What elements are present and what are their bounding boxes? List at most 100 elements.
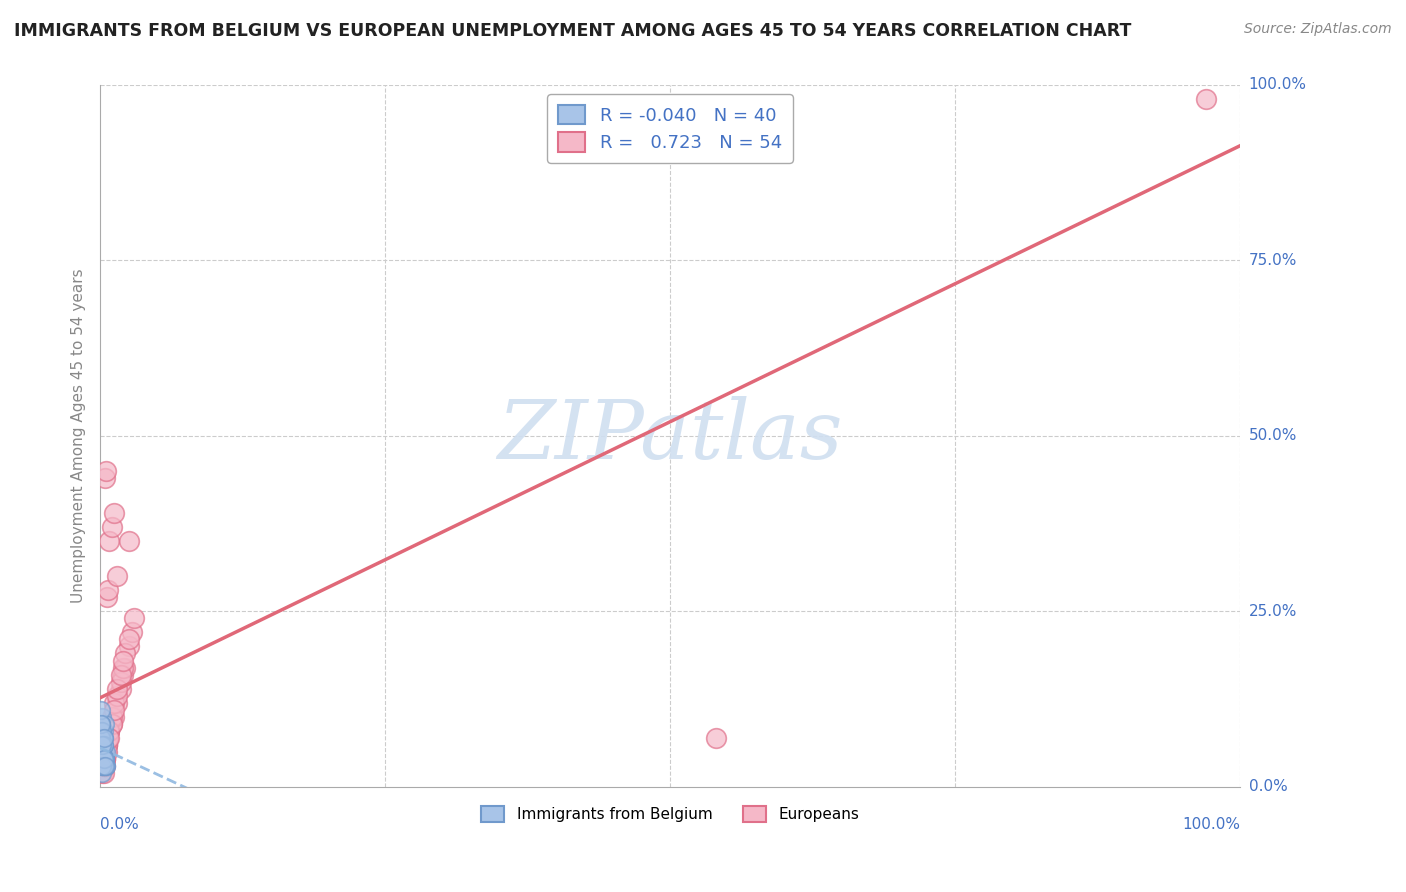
Point xyxy=(93,752,115,766)
Point xyxy=(93,752,115,766)
Point xyxy=(100,716,122,731)
Point xyxy=(103,696,125,710)
Point xyxy=(93,759,115,773)
Point xyxy=(91,723,114,738)
Point xyxy=(91,738,114,752)
Point xyxy=(90,716,112,731)
Point xyxy=(93,738,115,752)
Point xyxy=(98,534,121,549)
Text: 25.0%: 25.0% xyxy=(1249,604,1296,619)
Point xyxy=(94,759,117,773)
Point xyxy=(90,738,112,752)
Point xyxy=(93,752,115,766)
Point xyxy=(94,745,117,759)
Text: ZIPatlas: ZIPatlas xyxy=(498,396,844,476)
Point xyxy=(93,752,115,766)
Point xyxy=(96,738,118,752)
Point xyxy=(100,520,122,534)
Point xyxy=(121,625,143,640)
Y-axis label: Unemployment Among Ages 45 to 54 years: Unemployment Among Ages 45 to 54 years xyxy=(72,268,86,603)
Point xyxy=(98,723,121,738)
Point xyxy=(93,759,115,773)
Point xyxy=(93,759,115,773)
Point xyxy=(93,745,115,759)
Point xyxy=(117,632,139,647)
Point xyxy=(111,653,134,667)
Point xyxy=(91,745,114,759)
Point xyxy=(111,667,134,681)
Point xyxy=(96,591,118,605)
Point xyxy=(93,738,115,752)
Point xyxy=(90,759,112,773)
Point xyxy=(93,723,115,738)
Point xyxy=(103,709,125,723)
Point xyxy=(94,745,117,759)
Point xyxy=(110,674,132,689)
Point xyxy=(98,723,121,738)
Point xyxy=(114,647,136,661)
Point xyxy=(93,471,115,485)
Point xyxy=(93,752,115,766)
Text: 75.0%: 75.0% xyxy=(1249,253,1296,268)
Point xyxy=(90,731,112,745)
Point xyxy=(90,745,112,759)
Point xyxy=(91,765,114,780)
Point xyxy=(93,752,115,766)
Point xyxy=(93,731,115,745)
Point xyxy=(90,752,112,766)
Point xyxy=(110,681,132,696)
Point xyxy=(93,731,115,745)
Point xyxy=(93,759,115,773)
Point xyxy=(105,569,128,583)
Point xyxy=(111,660,134,674)
Point xyxy=(91,745,114,759)
Point xyxy=(1195,92,1218,106)
Point xyxy=(90,723,112,738)
Point xyxy=(90,716,112,731)
Point xyxy=(105,696,128,710)
Point xyxy=(97,731,120,745)
Point xyxy=(91,759,114,773)
Point xyxy=(93,759,115,773)
Point xyxy=(124,611,146,625)
Point xyxy=(93,759,115,773)
Point xyxy=(93,752,115,766)
Point xyxy=(91,759,114,773)
Text: 50.0%: 50.0% xyxy=(1249,428,1296,443)
Text: Source: ZipAtlas.com: Source: ZipAtlas.com xyxy=(1244,22,1392,37)
Point xyxy=(91,731,114,745)
Point xyxy=(100,716,122,731)
Point xyxy=(117,640,139,654)
Point xyxy=(97,583,120,598)
Text: IMMIGRANTS FROM BELGIUM VS EUROPEAN UNEMPLOYMENT AMONG AGES 45 TO 54 YEARS CORRE: IMMIGRANTS FROM BELGIUM VS EUROPEAN UNEM… xyxy=(14,22,1132,40)
Text: 0.0%: 0.0% xyxy=(100,817,139,832)
Point xyxy=(91,709,114,723)
Point xyxy=(97,731,120,745)
Point xyxy=(93,716,115,731)
Point xyxy=(117,534,139,549)
Point xyxy=(94,745,117,759)
Point xyxy=(114,660,136,674)
Point xyxy=(90,703,112,717)
Point xyxy=(91,759,114,773)
Point xyxy=(98,731,121,745)
Point xyxy=(94,745,117,759)
Point xyxy=(96,738,118,752)
Point xyxy=(93,759,115,773)
Point xyxy=(98,723,121,738)
Point xyxy=(105,681,128,696)
Point xyxy=(110,667,132,681)
Point xyxy=(91,752,114,766)
Point xyxy=(105,689,128,703)
Point xyxy=(100,709,122,723)
Point xyxy=(93,752,115,766)
Text: 100.0%: 100.0% xyxy=(1249,78,1306,93)
Text: 0.0%: 0.0% xyxy=(1249,780,1288,795)
Legend: Immigrants from Belgium, Europeans: Immigrants from Belgium, Europeans xyxy=(475,799,865,829)
Point xyxy=(97,731,120,745)
Text: 100.0%: 100.0% xyxy=(1182,817,1240,832)
Point xyxy=(91,738,114,752)
Point xyxy=(91,765,114,780)
Point xyxy=(103,506,125,520)
Point xyxy=(93,752,115,766)
